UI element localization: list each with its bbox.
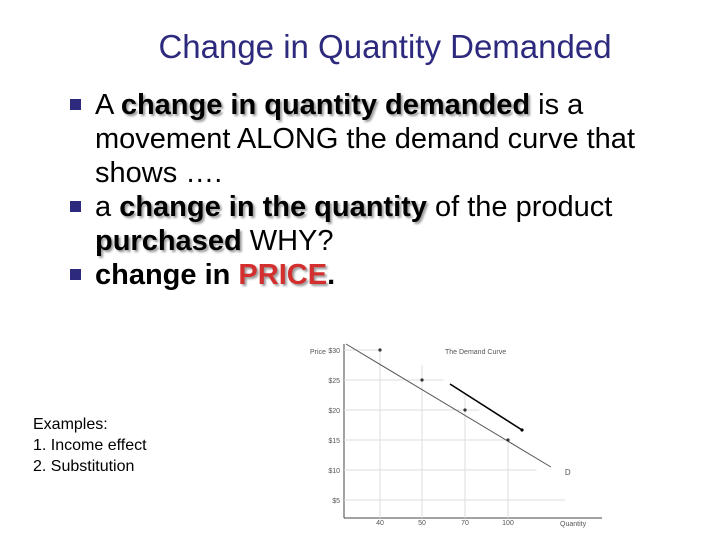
examples-item-1: 1. Income effect [33,437,147,454]
examples-box: Examples: 1. Income effect 2. Substituti… [33,414,147,477]
x-tick-label: 70 [461,520,469,527]
y-tick-label: $25 [328,378,340,385]
demand-curve-line [345,343,552,468]
bullet-1-text-1: A [95,89,121,121]
bullet-2-text-2: of the product [426,191,613,223]
bullet-2-text-1: a [95,191,120,223]
y-tick-label: $30 [328,348,340,355]
y-tick-label: $10 [328,468,340,475]
x-tick-label: 40 [376,520,384,527]
bullet-item-3: change in PRICE. [62,258,702,292]
series-label-d: D [565,468,571,477]
bullet-item-2: a change in the quantity of the product … [62,190,702,258]
y-axis-label: Price [310,349,326,356]
y-tick-label: $15 [328,438,340,445]
bullet-2-keyword: change in the quantity [119,191,427,223]
bullet-3-price: PRICE [238,259,328,291]
square-bullet-icon [70,201,81,212]
data-point [463,408,467,412]
square-bullet-icon [70,99,81,110]
movement-arrow-tip [520,428,524,432]
bullet-1-keyword: change in quantity demanded [120,89,531,121]
bullet-3-text-1: change in [95,259,239,291]
data-point [378,348,382,352]
x-axis-label: Quantity [560,521,587,528]
x-tick-label: 50 [418,520,426,527]
bullet-3-period: . [327,259,336,291]
bullet-1-text-2: is a movement ALONG the demand curve tha… [95,89,635,189]
data-point [506,438,510,442]
bullet-list: A change in quantity demanded is a movem… [62,88,702,292]
y-tick-label: $5 [332,498,340,505]
bullet-2-keyword-purchased: purchased [95,225,242,257]
bullet-item-1: A change in quantity demanded is a movem… [62,88,702,190]
data-point [420,378,424,382]
slide-title: Change in Quantity Demanded [158,28,612,65]
examples-heading: Examples: [33,416,108,433]
examples-item-2: 2. Substitution [33,458,135,475]
y-tick-label: $20 [328,408,340,415]
square-bullet-icon [70,269,81,280]
chart-title: The Demand Curve [445,349,506,356]
demand-curve-chart: $30 $25 $20 $15 $10 $5 40 50 70 100 Price Quantity T… [310,343,602,528]
bullet-2-text-3: WHY? [241,225,334,257]
x-tick-label: 100 [502,520,514,527]
movement-arrow-line [449,383,523,431]
